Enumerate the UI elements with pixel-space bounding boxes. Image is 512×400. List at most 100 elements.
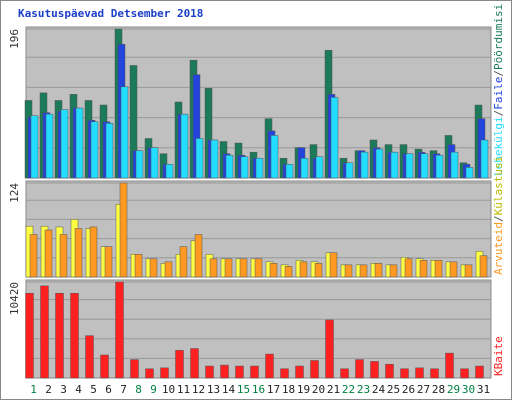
bar — [250, 365, 259, 379]
bar — [120, 86, 129, 179]
x-tick-label: 5 — [90, 383, 97, 396]
bar — [74, 228, 83, 278]
bar — [115, 281, 124, 379]
legend-separator: / — [492, 215, 505, 222]
bar — [235, 365, 244, 379]
bar — [449, 261, 458, 278]
bar — [265, 353, 274, 379]
legend-item: Arvuteid — [492, 222, 505, 275]
bar — [55, 292, 64, 379]
legend-item: Külastusi — [492, 156, 505, 216]
bar — [75, 107, 84, 179]
bar — [310, 360, 319, 379]
bar — [464, 264, 473, 278]
bar — [295, 365, 304, 379]
bar — [59, 234, 68, 278]
bar — [269, 263, 278, 278]
bar — [149, 258, 158, 278]
bar — [345, 162, 354, 179]
bar — [385, 363, 394, 379]
bar — [100, 354, 109, 379]
x-tick-label: 9 — [150, 383, 157, 396]
bar — [209, 258, 218, 278]
bar — [359, 264, 368, 278]
x-tick-label: 21 — [327, 383, 340, 396]
bar — [165, 164, 174, 179]
legend-separator: / — [492, 70, 505, 77]
bar — [434, 260, 443, 278]
bar — [89, 226, 98, 278]
bar — [254, 258, 263, 278]
bar — [30, 115, 39, 179]
x-tick-label: 8 — [135, 383, 142, 396]
bar — [400, 368, 409, 379]
bar — [130, 359, 139, 379]
bar — [240, 156, 249, 179]
legend-item: Lehekülgi — [492, 116, 505, 176]
bar — [220, 364, 229, 379]
bar — [105, 123, 114, 179]
bar — [325, 319, 334, 379]
y-tick-label: 124 — [8, 183, 21, 203]
bar — [430, 368, 439, 379]
bar — [90, 121, 99, 179]
x-tick-label: 22 — [342, 383, 355, 396]
bar — [255, 157, 264, 179]
bar — [285, 164, 294, 179]
x-tick-label: 10 — [162, 383, 175, 396]
bar — [135, 150, 144, 179]
bar — [360, 151, 369, 179]
bar — [480, 139, 489, 179]
x-tick-label: 29 — [447, 383, 460, 396]
bar — [445, 352, 454, 379]
bar — [45, 113, 54, 179]
bar — [330, 97, 339, 179]
bar — [374, 263, 383, 278]
x-tick-label: 16 — [252, 383, 265, 396]
bar — [405, 153, 414, 179]
bar — [375, 148, 384, 179]
bar — [194, 234, 203, 278]
x-tick-label: 31 — [477, 383, 490, 396]
bar — [160, 367, 169, 379]
bar — [195, 138, 204, 179]
bar — [210, 139, 219, 179]
bar — [390, 151, 399, 179]
bar — [70, 292, 79, 379]
x-tick-label: 11 — [177, 383, 190, 396]
legend-item: Faile — [492, 77, 505, 110]
bar — [205, 365, 214, 379]
x-tick-label: 24 — [372, 383, 386, 396]
bar — [315, 156, 324, 179]
bar — [44, 229, 53, 278]
bar — [329, 252, 338, 278]
x-tick-label: 3 — [60, 383, 67, 396]
x-tick-label: 6 — [105, 383, 112, 396]
bar — [284, 266, 293, 278]
bar — [239, 258, 248, 278]
x-tick-label: 7 — [120, 383, 127, 396]
bar — [299, 261, 308, 278]
bar — [40, 285, 49, 379]
legend-item: KBaite — [492, 336, 505, 376]
x-tick-label: 4 — [75, 383, 82, 396]
bar — [179, 246, 188, 278]
bar — [164, 261, 173, 278]
bar — [85, 335, 94, 379]
bar — [404, 258, 413, 278]
y-tick-label: 196 — [8, 29, 21, 49]
bar — [300, 157, 309, 179]
bar — [190, 348, 199, 379]
bar — [419, 260, 428, 278]
bar — [134, 254, 143, 278]
bar — [119, 182, 128, 278]
bar — [435, 154, 444, 179]
y-tick-label: 10420 — [8, 282, 21, 315]
bar — [224, 258, 233, 278]
x-tick-label: 14 — [222, 383, 236, 396]
x-tick-label: 20 — [312, 383, 325, 396]
bar — [225, 154, 234, 179]
bar — [450, 151, 459, 179]
bar — [270, 135, 279, 179]
